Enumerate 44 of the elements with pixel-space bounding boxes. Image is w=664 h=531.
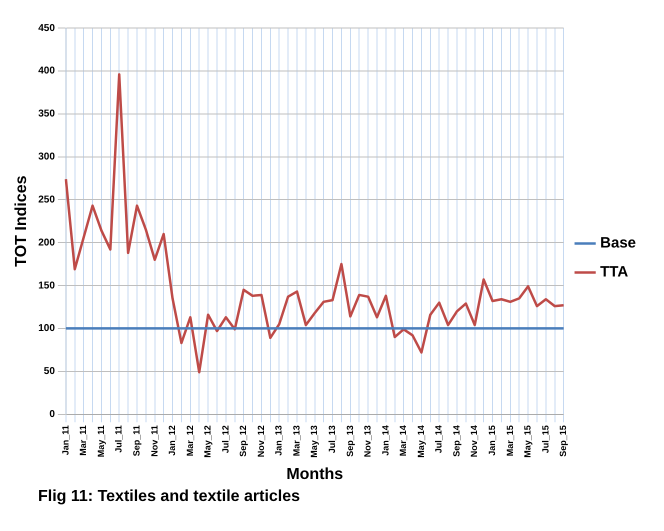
y-axis-title: TOT Indices [13, 175, 30, 267]
y-tick-label: 150 [38, 280, 56, 292]
legend-label: TTA [600, 264, 628, 281]
y-tick-label: 300 [38, 152, 56, 163]
x-tick-label: Sep_11 [131, 425, 142, 456]
x-tick-label: Mar_13 [291, 425, 302, 456]
x-tick-label: Nov_13 [362, 425, 373, 458]
text: Flig 11: Textiles and textile articles [38, 488, 302, 506]
legend-label: Base [600, 234, 636, 252]
y-tick-label: 400 [38, 66, 56, 77]
y-tick-label: 0 [49, 409, 56, 420]
x-tick-label: Jul_11 [114, 425, 124, 453]
x-tick-label: Jan_15 [487, 425, 498, 456]
x-tick-label: Jul_15 [540, 425, 550, 454]
x-tick-label: Jan_13 [274, 425, 284, 456]
x-tick-label: Sep_14 [451, 425, 462, 457]
y-tick-label: 250 [38, 194, 56, 206]
x-tick-label: Jul_14 [434, 425, 444, 454]
x-tick-label: Nov_11 [149, 425, 160, 457]
y-tick-label: 450 [38, 22, 56, 34]
x-tick-label: May_15 [522, 425, 533, 458]
x-axis-title: Months [286, 466, 344, 483]
x-tick-label: Nov_12 [256, 425, 266, 458]
y-tick-label: 350 [38, 108, 56, 120]
y-tick-label: 50 [44, 366, 56, 378]
x-tick-label: Sep_13 [344, 425, 355, 457]
x-tick-label: Jan_12 [167, 425, 178, 456]
x-tick-label: May_11 [96, 425, 106, 458]
x-tick-label: Nov_14 [469, 425, 480, 458]
x-tick-label: Mar_11 [78, 425, 88, 456]
x-tick-label: Mar_12 [184, 425, 195, 456]
x-tick-label: Mar_15 [504, 425, 515, 456]
x-tick-label: Jan_11 [60, 425, 70, 456]
y-tick-label: 200 [38, 237, 56, 248]
x-tick-label: Jul_13 [327, 425, 338, 454]
x-tick-label: May_14 [416, 425, 426, 458]
x-tick-label: Sep_15 [558, 425, 568, 457]
x-tick-label: Jan_14 [380, 425, 390, 456]
y-tick-label: 100 [38, 323, 56, 334]
x-tick-label: Sep_12 [238, 425, 248, 457]
x-tick-label: May_12 [202, 425, 213, 458]
x-tick-label: Mar_14 [398, 425, 408, 456]
x-tick-label: May_13 [309, 425, 320, 458]
x-tick-label: Jul_12 [220, 425, 230, 454]
